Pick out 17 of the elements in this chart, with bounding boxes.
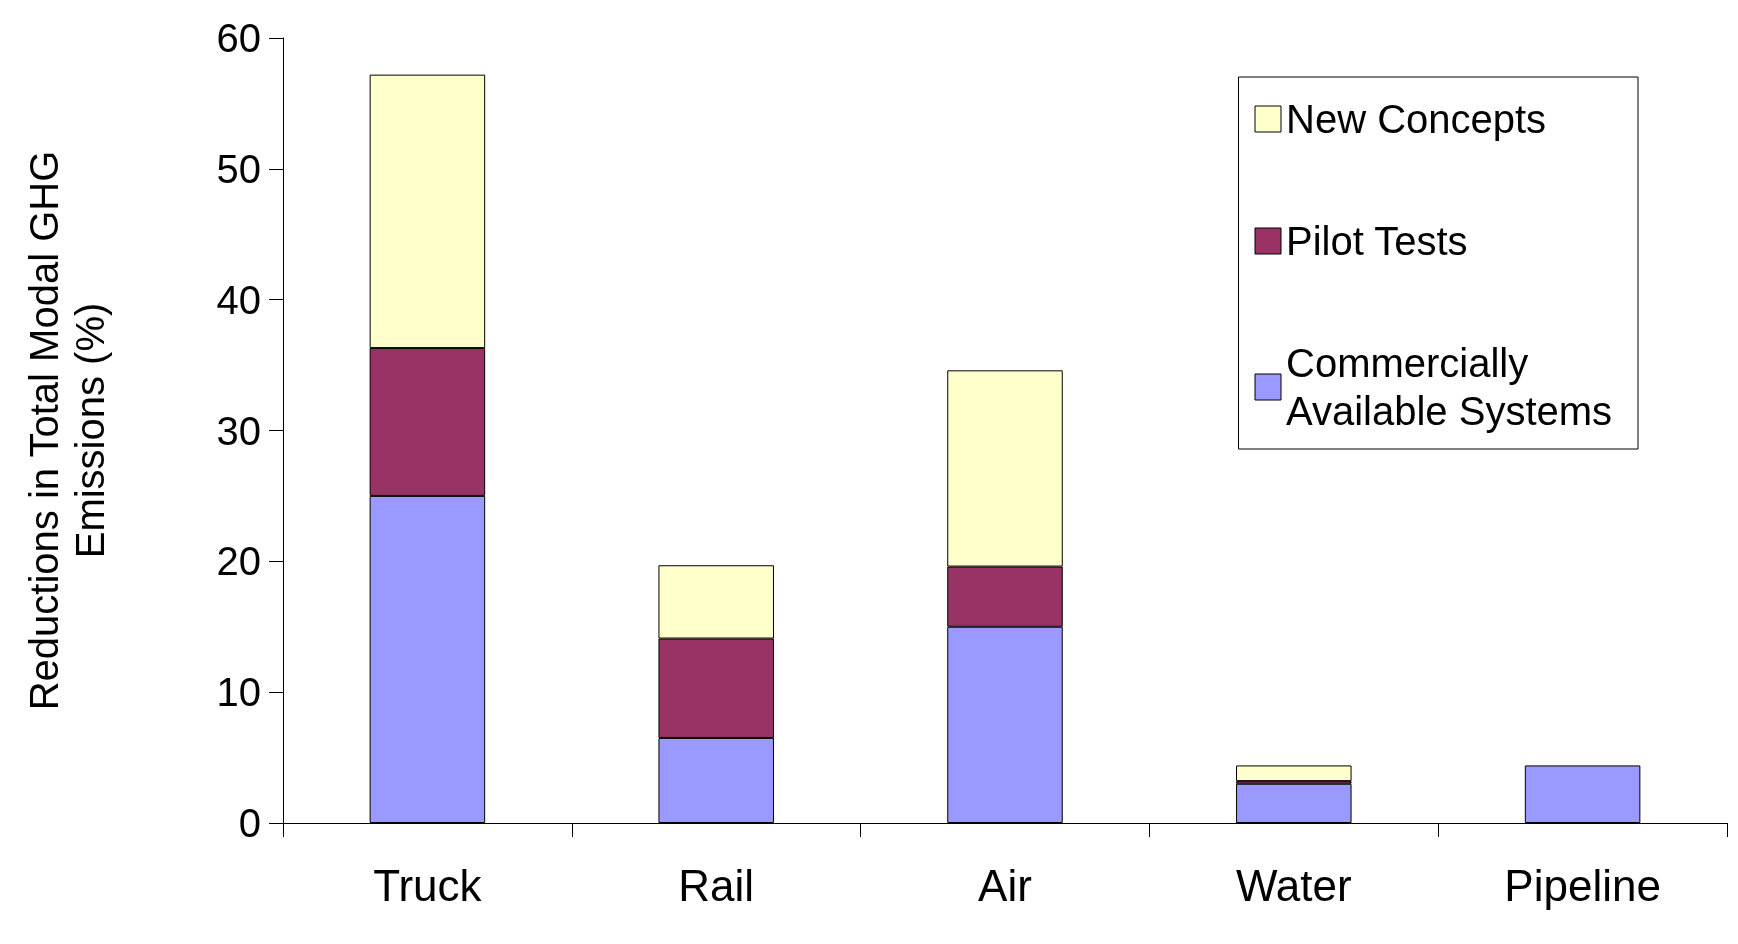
- y-tick-label: 50: [216, 146, 261, 191]
- x-tick-label: Rail: [678, 860, 755, 910]
- legend-label: Commercially Available Systems: [1286, 341, 1613, 433]
- x-tick-label: Truck: [373, 860, 483, 910]
- bar: [1236, 765, 1352, 782]
- legend-label: New Concepts: [1286, 97, 1547, 141]
- x-tick-label: Water: [1235, 860, 1352, 910]
- y-tick-label: 40: [216, 277, 261, 322]
- y-tick-label: 20: [216, 539, 261, 584]
- x-tick-label: Pipeline: [1504, 860, 1661, 910]
- legend-label: Pilot Tests: [1286, 219, 1468, 263]
- y-tick-label: 60: [216, 16, 261, 60]
- y-tick-label: 0: [238, 801, 261, 845]
- y-axis-title: Reductions in Total Modal GHG Emissions (%): [22, 150, 112, 711]
- y-tick-label: 10: [216, 670, 261, 715]
- y-tick-label: 30: [216, 408, 261, 453]
- x-tick-label: Air: [978, 860, 1032, 910]
